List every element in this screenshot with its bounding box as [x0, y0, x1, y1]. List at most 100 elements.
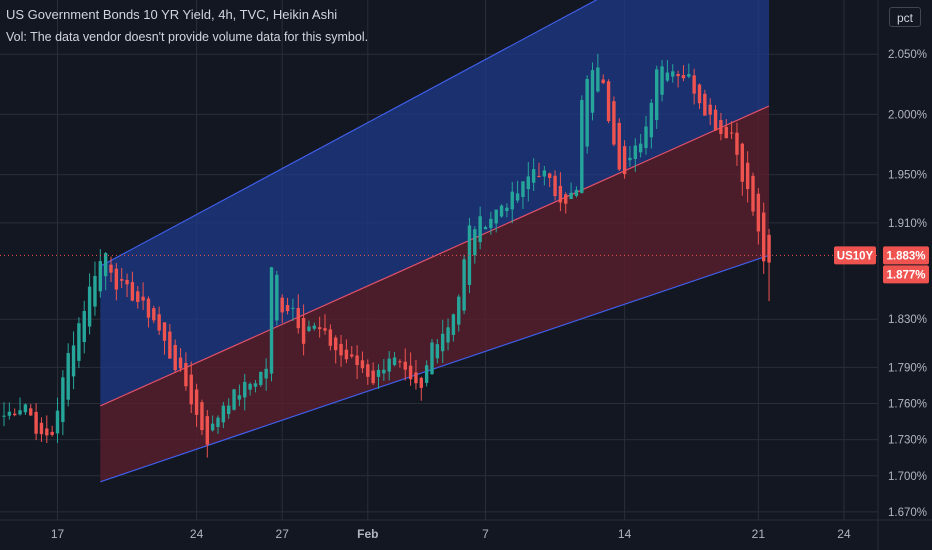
y-tick-label: 1.830%	[888, 314, 927, 326]
candle-body	[671, 71, 675, 77]
candle-body	[462, 259, 466, 311]
candle-body	[521, 181, 525, 197]
candle-body	[387, 358, 391, 372]
candle-body	[210, 423, 215, 431]
candle-body	[564, 194, 568, 204]
candle-body	[414, 372, 418, 384]
candle-body	[767, 234, 771, 263]
candle-body	[82, 310, 86, 343]
candle-body	[317, 327, 322, 330]
candle-body	[162, 322, 167, 341]
candle-body	[296, 307, 300, 329]
candle-body	[633, 145, 637, 159]
candle-body	[735, 132, 739, 155]
candle-body	[232, 389, 236, 410]
candle-body	[505, 207, 509, 212]
last-price-label: 1.883%	[886, 250, 925, 262]
candle-body	[125, 279, 129, 285]
candle-body	[71, 345, 76, 377]
candle-body	[301, 318, 306, 344]
candle-body	[29, 408, 33, 416]
candle-body	[93, 275, 97, 307]
candle-body	[259, 371, 263, 386]
x-tick-label: 7	[482, 527, 489, 541]
candle-body	[50, 431, 54, 435]
candle-body	[87, 286, 92, 327]
candle-body	[13, 413, 17, 416]
candle-body	[184, 362, 188, 387]
candle-body	[660, 66, 664, 95]
candle-body	[376, 369, 381, 377]
candle-body	[152, 308, 156, 321]
candle-body	[729, 132, 734, 134]
candle-body	[398, 361, 402, 363]
candle-body	[515, 193, 520, 201]
candle-body	[264, 368, 268, 379]
candle-body	[580, 100, 584, 193]
candle-body	[756, 193, 761, 232]
candle-body	[312, 325, 316, 329]
candle-body	[227, 405, 231, 415]
candle-body	[280, 297, 284, 313]
candle-body	[168, 331, 172, 359]
candle-body	[574, 189, 579, 196]
candle-body	[473, 229, 477, 256]
candle-body	[61, 377, 65, 423]
x-tick-label: 24	[190, 527, 204, 541]
symbol-badge-label: US10Y	[837, 250, 874, 262]
candle-body	[237, 395, 242, 400]
candle-body	[451, 314, 456, 335]
candle-body	[424, 365, 429, 383]
candle-body	[606, 81, 611, 122]
percent-scale-button[interactable]: pct	[889, 7, 921, 27]
candle-body	[205, 416, 209, 445]
candle-body	[499, 205, 504, 217]
candle-body	[703, 93, 707, 116]
candle-body	[248, 383, 252, 390]
symbol-badge	[834, 246, 876, 265]
candle-body	[39, 422, 44, 435]
candle-body	[489, 218, 493, 229]
x-tick-label: 27	[276, 527, 290, 541]
candle-body	[103, 253, 108, 277]
candles	[2, 53, 771, 458]
candle-body	[419, 377, 423, 388]
candle-body	[596, 67, 600, 92]
candle-body	[360, 360, 365, 369]
candle-body	[18, 410, 22, 415]
candle-body	[649, 102, 654, 138]
x-tick-label: 21	[752, 527, 766, 541]
candle-body	[655, 69, 659, 121]
current-price-label: 1.877%	[886, 269, 925, 281]
candle-body	[243, 381, 247, 398]
candle-body	[392, 357, 397, 366]
candle-body	[644, 126, 648, 148]
current-price-badge	[883, 265, 929, 284]
candle-body	[537, 175, 541, 178]
candle-body	[494, 209, 498, 224]
chart-title: US Government Bonds 10 YR Yield, 4h, TVC…	[6, 7, 338, 22]
y-tick-label: 2.050%	[888, 49, 927, 61]
candle-body	[366, 364, 370, 377]
candle-body	[542, 170, 547, 177]
candle-body	[98, 261, 102, 292]
candle-body	[569, 192, 573, 200]
volume-note: Vol: The data vendor doesn't provide vol…	[6, 30, 369, 44]
y-tick-label: 1.950%	[888, 170, 927, 182]
candle-body	[109, 264, 113, 273]
candle-body	[200, 402, 204, 431]
candle-body	[713, 109, 718, 131]
candle-body	[178, 357, 183, 369]
candle-body	[291, 307, 295, 309]
candle-body	[2, 415, 6, 417]
channel-upper-fill	[100, 0, 770, 406]
candle-body	[334, 337, 338, 351]
candle-body	[510, 191, 514, 210]
candle-body	[221, 405, 226, 423]
candle-body	[45, 428, 49, 436]
channel-lower-fill	[100, 106, 770, 482]
candle-body	[189, 374, 193, 405]
candle-body	[350, 354, 354, 357]
channel-mid-line	[100, 105, 770, 407]
